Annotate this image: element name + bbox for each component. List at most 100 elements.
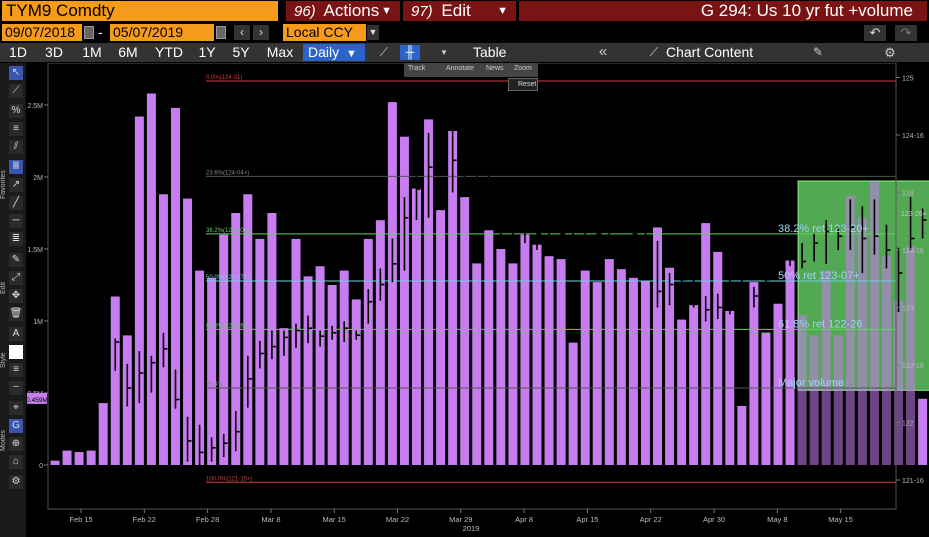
price-bar bbox=[463, 121, 469, 179]
price-tick-label: 123 bbox=[902, 306, 914, 313]
price-bar bbox=[234, 411, 240, 452]
chart-content-icon[interactable]: ⟋ bbox=[649, 45, 659, 59]
horizontal-line-icon[interactable]: ─ bbox=[9, 214, 23, 228]
move-icon[interactable]: ✥ bbox=[9, 289, 23, 303]
chevron-down-icon[interactable]: ▼ bbox=[367, 25, 379, 40]
price-bar bbox=[222, 434, 228, 457]
chart-content-button[interactable]: Chart Content bbox=[666, 44, 754, 60]
period-3d-button[interactable]: 3D bbox=[45, 44, 63, 60]
line-width-icon[interactable]: ≡ bbox=[9, 363, 23, 377]
volume-bar bbox=[62, 450, 72, 465]
actions-menu-number: 96) bbox=[294, 3, 316, 20]
price-bar bbox=[66, 375, 72, 411]
color-swatch-icon[interactable] bbox=[9, 345, 23, 359]
annotation-label: 61.8% ret 122-26 bbox=[778, 318, 862, 330]
price-bar bbox=[126, 363, 132, 407]
table-button[interactable]: Table bbox=[473, 44, 507, 60]
expand-icon[interactable]: ⤢ bbox=[9, 271, 23, 285]
end-date-input[interactable]: 05/07/2019 bbox=[110, 24, 214, 41]
pencil-icon[interactable]: ✎ bbox=[812, 45, 824, 59]
volume-tick-label: 1.5M bbox=[27, 247, 43, 254]
fib-retracement-lines: 0.0%(124-31) 23.6%(124-04+) 38.2%(123-20+)… bbox=[206, 75, 896, 483]
volume-bar bbox=[604, 259, 614, 465]
volume-bar bbox=[86, 450, 96, 465]
ohlc-bar-icon[interactable]: ╫ bbox=[400, 45, 420, 60]
x-tick-label: Apr 8 bbox=[515, 515, 533, 524]
line-style-icon[interactable]: ┈ bbox=[9, 381, 23, 395]
price-volume-chart[interactable]: 0.0%(124-31) 23.6%(124-04+) 38.2%(123-20+)… bbox=[26, 62, 929, 537]
ticker-field[interactable]: TYM9 Comdty bbox=[2, 1, 278, 21]
bands-icon[interactable]: ≣ bbox=[9, 232, 23, 246]
volume-bar bbox=[869, 181, 879, 465]
ray-icon[interactable]: ↗ bbox=[9, 178, 23, 192]
volume-bar bbox=[749, 282, 759, 465]
date-bar: 09/07/2018 - 05/07/2019 ‹ › Local CCY ▼ … bbox=[0, 23, 929, 42]
price-bar bbox=[403, 197, 409, 271]
chevron-down-icon[interactable]: ▼ bbox=[440, 48, 448, 57]
chart-area[interactable]: 0.0%(124-31) 23.6%(124-04+) 38.2%(123-20+)… bbox=[26, 62, 929, 537]
undo-icon[interactable]: ↶ bbox=[864, 25, 886, 41]
period-ytd-button[interactable]: YTD bbox=[155, 44, 183, 60]
volume-bar bbox=[448, 130, 458, 466]
pen-icon[interactable]: ✎ bbox=[9, 253, 23, 267]
redo-icon[interactable]: ↷ bbox=[895, 25, 917, 41]
volume-bar bbox=[568, 342, 578, 465]
fibonacci-icon[interactable]: ≡ bbox=[9, 122, 23, 136]
volume-tick-label: 1M bbox=[33, 319, 43, 326]
frequency-select[interactable]: Daily ▼ bbox=[303, 44, 365, 61]
edit-section-label: Edit bbox=[0, 281, 7, 295]
current-volume-badge bbox=[27, 392, 47, 404]
actions-menu-button[interactable]: 96) Actions ▼ bbox=[286, 1, 400, 21]
price-bar bbox=[692, 268, 698, 308]
period-5y-button[interactable]: 5Y bbox=[232, 44, 250, 60]
news-button[interactable]: News bbox=[486, 65, 504, 72]
gear-icon[interactable]: ⚙ bbox=[9, 475, 23, 489]
edit-menu-button[interactable]: 97) Edit ▼ bbox=[403, 1, 516, 21]
volume-bar bbox=[918, 398, 928, 465]
calendar-icon[interactable] bbox=[84, 26, 94, 39]
volume-bar bbox=[520, 234, 530, 465]
trendline-icon[interactable]: ⟋ bbox=[9, 84, 23, 98]
cursor-icon[interactable]: ↖ bbox=[9, 66, 23, 80]
magnet-icon[interactable]: ⊕ bbox=[9, 437, 23, 451]
next-period-button[interactable]: › bbox=[253, 25, 269, 40]
price-bar bbox=[355, 330, 361, 340]
text-style-icon[interactable]: A bbox=[9, 327, 23, 341]
double-chevron-left-icon[interactable]: « bbox=[598, 43, 608, 60]
period-1y-button[interactable]: 1Y bbox=[198, 44, 216, 60]
price-bar bbox=[789, 243, 795, 267]
period-6m-button[interactable]: 6M bbox=[118, 44, 138, 60]
lock-icon[interactable]: ⌂ bbox=[9, 455, 23, 469]
reset-button[interactable]: Reset bbox=[508, 78, 538, 91]
volume-bar bbox=[315, 266, 325, 465]
price-bar bbox=[921, 208, 927, 239]
track-button[interactable]: Track bbox=[408, 65, 426, 72]
start-date-input[interactable]: 09/07/2018 bbox=[2, 24, 82, 41]
zoom-button[interactable]: Zoom bbox=[514, 65, 532, 72]
volume-tick-label: 0 bbox=[39, 463, 43, 470]
percent-icon[interactable]: % bbox=[9, 104, 23, 118]
previous-period-button[interactable]: ‹ bbox=[234, 25, 250, 40]
price-bar bbox=[391, 238, 397, 283]
price-bar bbox=[728, 273, 734, 315]
volume-bar bbox=[797, 315, 807, 465]
price-bar bbox=[475, 139, 481, 190]
gear-icon[interactable]: ⚙ bbox=[884, 45, 896, 60]
period-1d-button[interactable]: 1D bbox=[9, 44, 27, 60]
chevron-down-icon: ▼ bbox=[497, 5, 508, 17]
volume-bar bbox=[845, 195, 855, 465]
channel-icon[interactable]: ⫽ bbox=[9, 140, 23, 154]
crosshair-icon[interactable]: ⌖ bbox=[9, 401, 23, 415]
period-max-button[interactable]: Max bbox=[266, 44, 294, 60]
volume-bar bbox=[279, 328, 289, 465]
line-icon[interactable]: ╱ bbox=[9, 196, 23, 210]
snap-mode-icon[interactable]: G bbox=[9, 419, 23, 433]
fib-level-label: 100.0%(121-15+) bbox=[206, 476, 253, 482]
delete-icon[interactable]: 🗑 bbox=[9, 307, 23, 321]
line-chart-icon[interactable]: ⟋ bbox=[379, 45, 389, 59]
calendar-icon[interactable] bbox=[216, 26, 226, 39]
annotate-button[interactable]: Annotate bbox=[446, 65, 475, 72]
period-1m-button[interactable]: 1M bbox=[82, 44, 102, 60]
currency-select[interactable]: Local CCY bbox=[283, 24, 366, 41]
fib-retracement-icon[interactable]: Ⅲ bbox=[9, 160, 23, 174]
